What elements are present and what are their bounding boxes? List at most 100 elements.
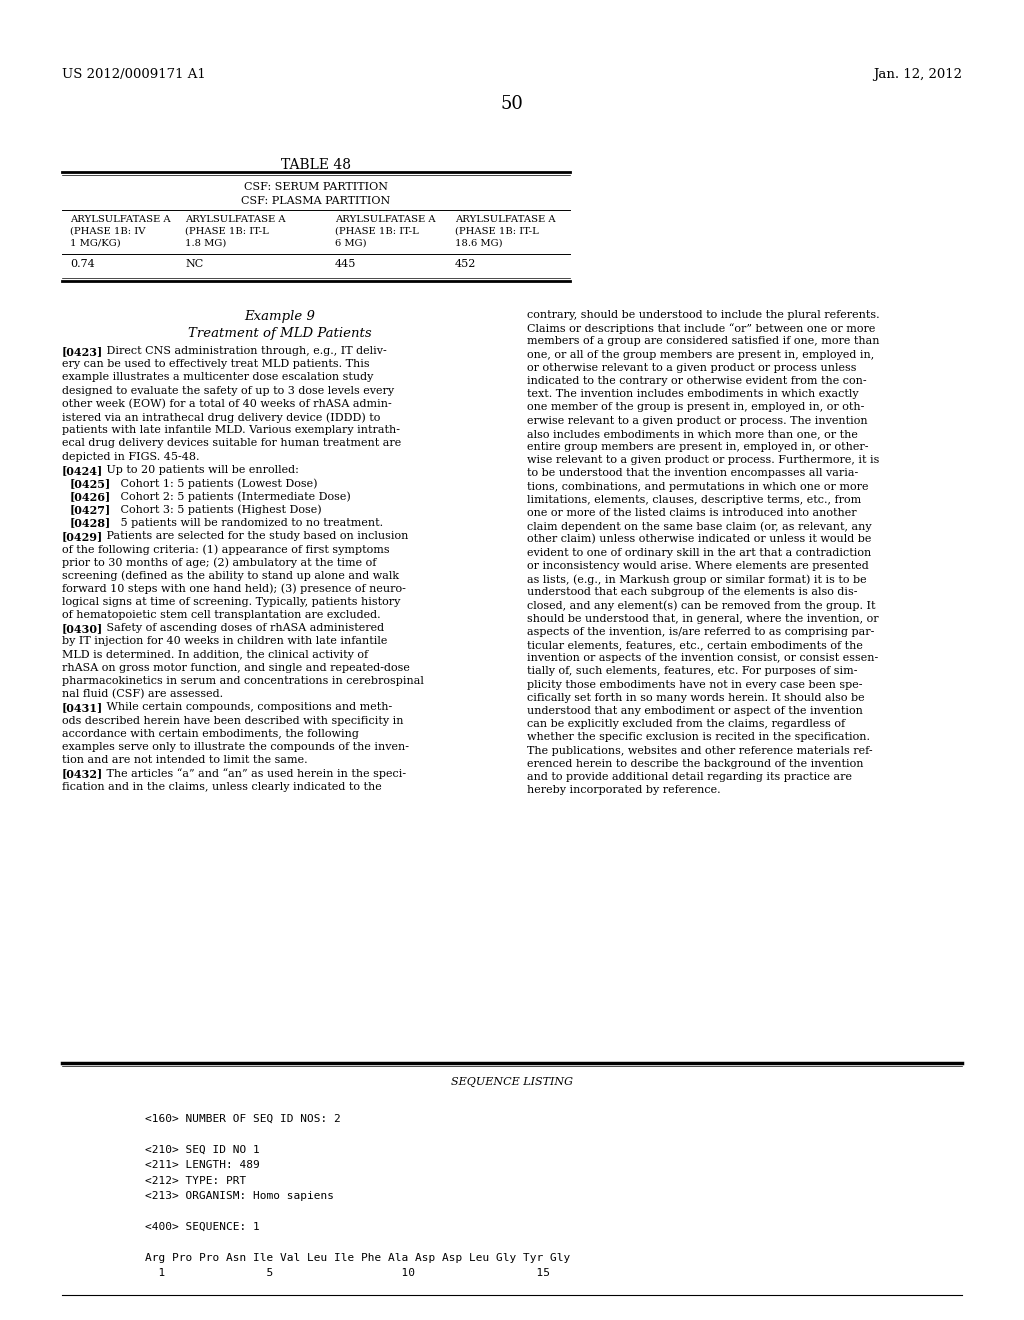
Text: [0432]: [0432] (62, 768, 103, 779)
Text: as lists, (e.g., in Markush group or similar format) it is to be: as lists, (e.g., in Markush group or sim… (527, 574, 866, 585)
Text: ery can be used to effectively treat MLD patients. This: ery can be used to effectively treat MLD… (62, 359, 370, 370)
Text: invention or aspects of the invention consist, or consist essen-: invention or aspects of the invention co… (527, 653, 879, 663)
Text: should be understood that, in general, where the invention, or: should be understood that, in general, w… (527, 614, 879, 623)
Text: CSF: PLASMA PARTITION: CSF: PLASMA PARTITION (242, 195, 390, 206)
Text: The articles “a” and “an” as used herein in the speci-: The articles “a” and “an” as used herein… (96, 768, 407, 779)
Text: entire group members are present in, employed in, or other-: entire group members are present in, emp… (527, 442, 868, 451)
Text: [0427]: [0427] (70, 504, 112, 515)
Text: one or more of the listed claims is introduced into another: one or more of the listed claims is intr… (527, 508, 857, 517)
Text: tion and are not intended to limit the same.: tion and are not intended to limit the s… (62, 755, 307, 766)
Text: wise relevant to a given product or process. Furthermore, it is: wise relevant to a given product or proc… (527, 455, 880, 465)
Text: Example 9: Example 9 (244, 310, 315, 323)
Text: ARYLSULFATASE A: ARYLSULFATASE A (455, 215, 556, 224)
Text: plicity those embodiments have not in every case been spe-: plicity those embodiments have not in ev… (527, 680, 862, 689)
Text: prior to 30 months of age; (2) ambulatory at the time of: prior to 30 months of age; (2) ambulator… (62, 557, 377, 568)
Text: 6 MG): 6 MG) (335, 239, 367, 248)
Text: Treatment of MLD Patients: Treatment of MLD Patients (187, 327, 372, 341)
Text: 5 patients will be randomized to no treatment.: 5 patients will be randomized to no trea… (110, 517, 383, 528)
Text: 50: 50 (501, 95, 523, 114)
Text: fication and in the claims, unless clearly indicated to the: fication and in the claims, unless clear… (62, 781, 382, 792)
Text: accordance with certain embodiments, the following: accordance with certain embodiments, the… (62, 729, 358, 739)
Text: Jan. 12, 2012: Jan. 12, 2012 (873, 69, 962, 81)
Text: hereby incorporated by reference.: hereby incorporated by reference. (527, 785, 721, 795)
Text: MLD is determined. In addition, the clinical activity of: MLD is determined. In addition, the clin… (62, 649, 368, 660)
Text: (PHASE 1B: IT-L: (PHASE 1B: IT-L (455, 227, 539, 236)
Text: The publications, websites and other reference materials ref-: The publications, websites and other ref… (527, 746, 872, 755)
Text: or inconsistency would arise. Where elements are presented: or inconsistency would arise. Where elem… (527, 561, 868, 570)
Text: of hematopoietic stem cell transplantation are excluded.: of hematopoietic stem cell transplantati… (62, 610, 381, 620)
Text: SEQUENCE LISTING: SEQUENCE LISTING (451, 1077, 573, 1088)
Text: <213> ORGANISM: Homo sapiens: <213> ORGANISM: Homo sapiens (145, 1191, 334, 1201)
Text: [0430]: [0430] (62, 623, 103, 634)
Text: [0424]: [0424] (62, 465, 103, 475)
Text: depicted in FIGS. 45-48.: depicted in FIGS. 45-48. (62, 451, 200, 462)
Text: 452: 452 (455, 259, 476, 269)
Text: indicated to the contrary or otherwise evident from the con-: indicated to the contrary or otherwise e… (527, 376, 866, 385)
Text: ods described herein have been described with specificity in: ods described herein have been described… (62, 715, 403, 726)
Text: pharmacokinetics in serum and concentrations in cerebrospinal: pharmacokinetics in serum and concentrat… (62, 676, 424, 686)
Text: ecal drug delivery devices suitable for human treatment are: ecal drug delivery devices suitable for … (62, 438, 401, 449)
Text: Cohort 2: 5 patients (Intermediate Dose): Cohort 2: 5 patients (Intermediate Dose) (110, 491, 351, 502)
Text: evident to one of ordinary skill in the art that a contradiction: evident to one of ordinary skill in the … (527, 548, 871, 557)
Text: patients with late infantile MLD. Various exemplary intrath-: patients with late infantile MLD. Variou… (62, 425, 400, 436)
Text: While certain compounds, compositions and meth-: While certain compounds, compositions an… (96, 702, 392, 713)
Text: and to provide additional detail regarding its practice are: and to provide additional detail regardi… (527, 772, 852, 781)
Text: 18.6 MG): 18.6 MG) (455, 239, 503, 248)
Text: TABLE 48: TABLE 48 (281, 158, 351, 172)
Text: <210> SEQ ID NO 1: <210> SEQ ID NO 1 (145, 1144, 260, 1155)
Text: [0425]: [0425] (70, 478, 112, 488)
Text: nal fluid (CSF) are assessed.: nal fluid (CSF) are assessed. (62, 689, 223, 700)
Text: 1               5                   10                  15: 1 5 10 15 (145, 1269, 550, 1279)
Text: limitations, elements, clauses, descriptive terms, etc., from: limitations, elements, clauses, descript… (527, 495, 861, 504)
Text: [0429]: [0429] (62, 531, 103, 541)
Text: examples serve only to illustrate the compounds of the inven-: examples serve only to illustrate the co… (62, 742, 409, 752)
Text: rhASA on gross motor function, and single and repeated-dose: rhASA on gross motor function, and singl… (62, 663, 410, 673)
Text: closed, and any element(s) can be removed from the group. It: closed, and any element(s) can be remove… (527, 601, 876, 611)
Text: screening (defined as the ability to stand up alone and walk: screening (defined as the ability to sta… (62, 570, 399, 581)
Text: aspects of the invention, is/are referred to as comprising par-: aspects of the invention, is/are referre… (527, 627, 874, 636)
Text: (PHASE 1B: IT-L: (PHASE 1B: IT-L (185, 227, 268, 236)
Text: or otherwise relevant to a given product or process unless: or otherwise relevant to a given product… (527, 363, 856, 372)
Text: Direct CNS administration through, e.g., IT deliv-: Direct CNS administration through, e.g.,… (96, 346, 387, 356)
Text: to be understood that the invention encompasses all varia-: to be understood that the invention enco… (527, 469, 858, 478)
Text: whether the specific exclusion is recited in the specification.: whether the specific exclusion is recite… (527, 733, 870, 742)
Text: tions, combinations, and permutations in which one or more: tions, combinations, and permutations in… (527, 482, 868, 491)
Text: also includes embodiments in which more than one, or the: also includes embodiments in which more … (527, 429, 858, 438)
Text: <211> LENGTH: 489: <211> LENGTH: 489 (145, 1160, 260, 1170)
Text: 1 MG/KG): 1 MG/KG) (70, 239, 121, 248)
Text: Cohort 1: 5 patients (Lowest Dose): Cohort 1: 5 patients (Lowest Dose) (110, 478, 317, 488)
Text: designed to evaluate the safety of up to 3 dose levels every: designed to evaluate the safety of up to… (62, 385, 394, 396)
Text: logical signs at time of screening. Typically, patients history: logical signs at time of screening. Typi… (62, 597, 400, 607)
Text: other week (EOW) for a total of 40 weeks of rhASA admin-: other week (EOW) for a total of 40 weeks… (62, 399, 392, 409)
Text: members of a group are considered satisfied if one, more than: members of a group are considered satisf… (527, 337, 880, 346)
Text: understood that each subgroup of the elements is also dis-: understood that each subgroup of the ele… (527, 587, 857, 597)
Text: CSF: SERUM PARTITION: CSF: SERUM PARTITION (244, 182, 388, 191)
Text: ARYLSULFATASE A: ARYLSULFATASE A (335, 215, 435, 224)
Text: one, or all of the group members are present in, employed in,: one, or all of the group members are pre… (527, 350, 874, 359)
Text: ARYLSULFATASE A: ARYLSULFATASE A (185, 215, 286, 224)
Text: Safety of ascending doses of rhASA administered: Safety of ascending doses of rhASA admin… (96, 623, 384, 634)
Text: example illustrates a multicenter dose escalation study: example illustrates a multicenter dose e… (62, 372, 374, 383)
Text: 0.74: 0.74 (70, 259, 95, 269)
Text: (PHASE 1B: IV: (PHASE 1B: IV (70, 227, 145, 236)
Text: Arg Pro Pro Asn Ile Val Leu Ile Phe Ala Asp Asp Leu Gly Tyr Gly: Arg Pro Pro Asn Ile Val Leu Ile Phe Ala … (145, 1253, 570, 1263)
Text: (PHASE 1B: IT-L: (PHASE 1B: IT-L (335, 227, 419, 236)
Text: can be explicitly excluded from the claims, regardless of: can be explicitly excluded from the clai… (527, 719, 845, 729)
Text: NC: NC (185, 259, 203, 269)
Text: other claim) unless otherwise indicated or unless it would be: other claim) unless otherwise indicated … (527, 535, 871, 545)
Text: forward 10 steps with one hand held); (3) presence of neuro-: forward 10 steps with one hand held); (3… (62, 583, 406, 594)
Text: Cohort 3: 5 patients (Highest Dose): Cohort 3: 5 patients (Highest Dose) (110, 504, 322, 515)
Text: one member of the group is present in, employed in, or oth-: one member of the group is present in, e… (527, 403, 864, 412)
Text: [0426]: [0426] (70, 491, 112, 502)
Text: claim dependent on the same base claim (or, as relevant, any: claim dependent on the same base claim (… (527, 521, 871, 532)
Text: by IT injection for 40 weeks in children with late infantile: by IT injection for 40 weeks in children… (62, 636, 387, 647)
Text: [0431]: [0431] (62, 702, 103, 713)
Text: tially of, such elements, features, etc. For purposes of sim-: tially of, such elements, features, etc.… (527, 667, 857, 676)
Text: Up to 20 patients will be enrolled:: Up to 20 patients will be enrolled: (96, 465, 299, 475)
Text: erenced herein to describe the background of the invention: erenced herein to describe the backgroun… (527, 759, 863, 768)
Text: <400> SEQUENCE: 1: <400> SEQUENCE: 1 (145, 1222, 260, 1232)
Text: cifically set forth in so many words herein. It should also be: cifically set forth in so many words her… (527, 693, 864, 702)
Text: US 2012/0009171 A1: US 2012/0009171 A1 (62, 69, 206, 81)
Text: ARYLSULFATASE A: ARYLSULFATASE A (70, 215, 171, 224)
Text: ticular elements, features, etc., certain embodiments of the: ticular elements, features, etc., certai… (527, 640, 863, 649)
